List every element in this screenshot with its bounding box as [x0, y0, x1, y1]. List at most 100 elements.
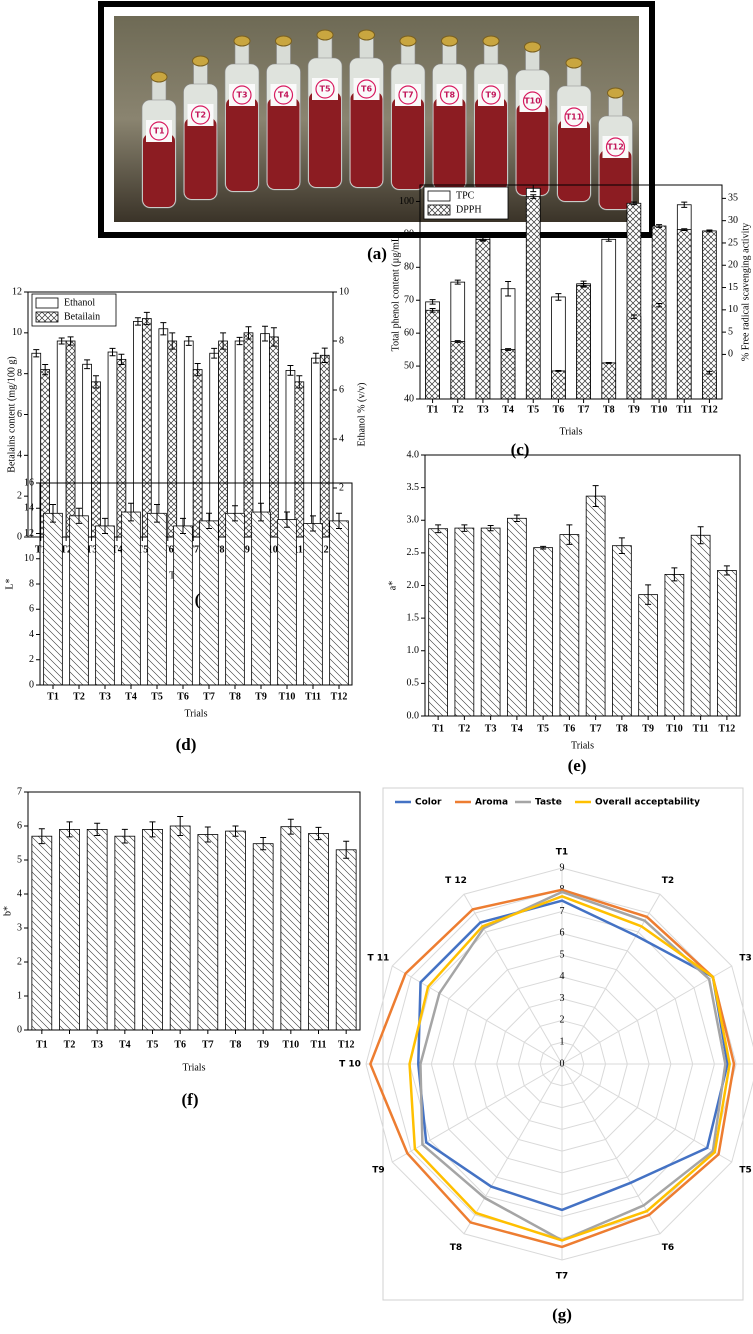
bar: [525, 196, 541, 400]
bottle-liquid: [392, 98, 424, 189]
bar: [116, 358, 127, 538]
error-bar: [513, 514, 520, 523]
x-tick-label: T2: [452, 404, 464, 415]
legend-swatch: [35, 311, 59, 323]
x-axis-title: Trials: [571, 740, 594, 751]
y-axis-title: b*: [2, 906, 13, 916]
legend-label: Aroma: [475, 798, 508, 808]
error-bar: [312, 352, 319, 364]
y-tick-label: 4: [17, 450, 22, 461]
error-bar: [487, 524, 494, 532]
bar: [251, 511, 271, 686]
bottle-liquid: [599, 150, 632, 209]
error-bar: [697, 526, 704, 545]
bar: [40, 369, 51, 538]
bottle-cap: [565, 57, 583, 69]
category-label: T1: [556, 848, 568, 858]
y2-tick-label: 15: [728, 282, 738, 293]
x-tick-label: T8: [229, 691, 241, 702]
error-bar: [149, 821, 156, 838]
category-label: T 10: [339, 1060, 361, 1070]
error-bar: [454, 340, 461, 343]
y-tick-label: 1.5: [407, 612, 420, 623]
error-bar: [656, 303, 663, 308]
bar: [147, 512, 167, 686]
bar: [43, 512, 63, 686]
y-tick-label: 7: [17, 786, 22, 797]
y-tick-label: 16: [24, 477, 34, 488]
y-tick-label: 3.0: [407, 515, 420, 526]
bar: [234, 340, 245, 538]
bar: [141, 318, 152, 538]
bottle-cap: [482, 35, 500, 47]
x-tick-label: T10: [282, 1039, 299, 1050]
bottle-cap: [524, 41, 541, 53]
y-tick-label: 6: [17, 820, 22, 831]
y2-tick-label: 4: [339, 433, 344, 444]
bar: [167, 340, 178, 538]
error-bar: [118, 353, 125, 365]
bar: [225, 512, 245, 686]
error-bar: [315, 826, 322, 841]
bottle-tag-circle: [398, 85, 418, 105]
error-bar: [38, 828, 45, 845]
spoke: [392, 1063, 563, 1163]
caption: (f): [182, 1090, 199, 1109]
bottle-liquid: [475, 98, 507, 191]
bar: [576, 284, 591, 400]
x-tick-label: T12: [331, 691, 348, 702]
y2-tick-label: 0: [728, 349, 733, 360]
y-axis-title: Betalains content (mg/100 g): [6, 356, 17, 472]
error-bar: [530, 194, 537, 199]
y-tick-label: 5: [17, 854, 22, 865]
x-tick-label: T6: [553, 404, 565, 415]
error-bar: [245, 326, 252, 340]
y2-tick-label: 25: [728, 237, 738, 248]
bar: [319, 354, 330, 538]
x-tick-label: T11: [693, 723, 709, 734]
error-bar: [180, 517, 186, 534]
x-tick-label: T11: [310, 1039, 326, 1050]
bottle-cap: [150, 71, 168, 83]
r-tick-label: 9: [560, 862, 565, 873]
y-tick-label: 2: [17, 956, 22, 967]
x-tick-label: T8: [616, 723, 628, 734]
y-tick-label: 10: [24, 553, 34, 564]
y-tick-label: 4.0: [407, 449, 420, 460]
y-tick-label: 1.0: [407, 645, 420, 656]
x-tick-label: T2: [73, 691, 85, 702]
error-bar: [232, 825, 239, 837]
bottle-tag-circle: [315, 79, 335, 99]
bar: [121, 511, 141, 686]
x-tick-label: T5: [137, 544, 149, 555]
bar: [260, 333, 270, 538]
x-tick-label: T3: [91, 1039, 103, 1050]
bottle-liquid: [143, 134, 175, 207]
bar: [612, 545, 632, 717]
plot-frame: [424, 454, 741, 717]
y-tick-label: 2: [17, 490, 22, 501]
y-tick-label: 0: [29, 679, 34, 690]
x-tick-label: T3: [99, 691, 111, 702]
bar: [500, 349, 516, 400]
bar: [551, 370, 566, 400]
error-bar: [232, 505, 238, 522]
bar: [507, 517, 527, 717]
error-bar: [461, 524, 468, 532]
y2-tick-label: 30: [728, 215, 738, 226]
spoke: [561, 965, 732, 1065]
bottle-label: T3: [236, 91, 247, 100]
x-tick-label: T3: [86, 544, 98, 555]
y-axis-title: L*: [4, 578, 15, 589]
error-bar: [42, 363, 49, 376]
error-bar: [592, 485, 599, 508]
caption: (d): [176, 735, 197, 754]
y-tick-label: 12: [12, 286, 22, 297]
x-axis-title: Trials: [183, 1062, 206, 1073]
bar: [142, 829, 163, 1031]
error-bar: [270, 327, 277, 347]
bar: [676, 229, 692, 400]
x-tick-label: T4: [111, 544, 123, 555]
bottle-cap: [316, 29, 334, 41]
y-tick-label: 8: [17, 368, 22, 379]
